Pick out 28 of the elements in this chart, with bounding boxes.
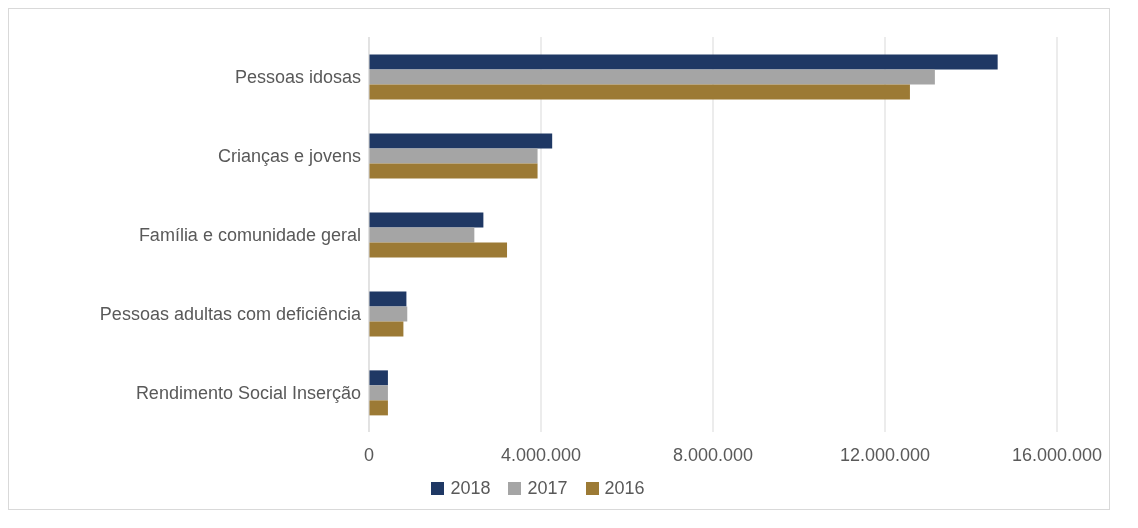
bar: [369, 133, 553, 149]
bar: [369, 291, 407, 307]
x-tick-label: 0: [363, 444, 375, 465]
bar: [369, 400, 388, 416]
y-tick-label: Crianças e jovens: [217, 145, 361, 166]
y-tick-label: Rendimento Social Inserção: [135, 382, 361, 403]
x-tick-label: 8.000.000: [672, 444, 754, 465]
bar: [369, 148, 538, 164]
bar: [369, 370, 388, 386]
x-tick-label: 12.000.000: [839, 444, 931, 465]
bar: [369, 242, 508, 258]
bar: [369, 227, 475, 243]
bar: [369, 163, 538, 179]
y-tick-label: Pessoas idosas: [234, 66, 361, 87]
bar: [369, 321, 404, 337]
bar: [369, 306, 408, 322]
bar: [369, 69, 935, 85]
y-tick-label: Família e comunidade geral: [138, 224, 361, 245]
y-tick-label: Pessoas adultas com deficiência: [99, 303, 362, 324]
legend-label: 2016: [604, 478, 645, 499]
legend-label: 2018: [450, 478, 491, 499]
bar: [369, 54, 998, 70]
legend-label: 2017: [527, 478, 568, 499]
bar: [369, 212, 484, 228]
x-tick-label: 4.000.000: [500, 444, 582, 465]
bar: [369, 385, 388, 401]
x-tick-label: 16.000.000: [1011, 444, 1103, 465]
bar: [369, 84, 910, 100]
